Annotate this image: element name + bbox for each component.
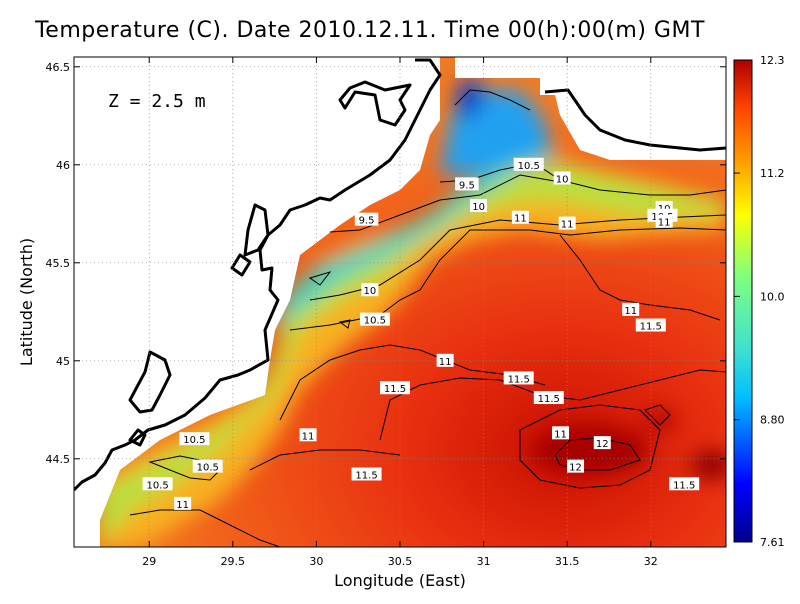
contour-label: 11 [658,218,671,229]
contour-label-bg [593,436,611,450]
contour-label-bg [503,371,534,385]
colorbar-tick-label: 12.3 [760,54,785,67]
contour-label-bg [567,459,585,473]
y-tick-label: 45 [56,355,70,368]
x-axis-title: Longitude (East) [334,571,466,590]
contour-label: 11 [561,220,574,231]
y-tick-label: 45.5 [46,257,71,270]
contour-label-bg [553,171,571,185]
contour-label: 11.5 [384,384,406,395]
contour-label: 10.5 [146,480,168,491]
contour-label: 10.5 [197,463,219,474]
contour-label: 11 [554,429,567,440]
contour-label-bg [455,177,479,191]
contour-label: 12 [569,463,582,474]
y-tick-label: 46 [56,159,70,172]
contour-label: 10.5 [183,435,205,446]
contour-label-bg [551,426,569,440]
x-tick-label: 29 [142,555,156,568]
colorbar-tick-label: 7.61 [760,536,785,549]
contour-label-bg [635,318,666,332]
contour-label: 9.5 [459,180,475,191]
contour-label: 11.5 [673,480,695,491]
contour-label: 11.5 [640,322,662,333]
colorbar-ticks: 12.3 11.2 10.0 8.80 7.61 [734,54,785,549]
y-axis: 44.5 45 45.5 46 46.5 [46,61,726,466]
colorbar-tick-label: 11.2 [760,167,785,180]
contour-label: 10 [556,175,569,186]
contour-label: 10 [472,202,485,213]
contour-label: 11 [176,500,189,511]
contour-label: 11.5 [508,374,530,385]
contour-label: 11 [624,306,637,317]
y-tick-label: 46.5 [46,61,71,74]
coastline [74,58,726,492]
contour-label-bg [354,212,379,226]
x-axis: 29 29.5 30 30.5 31 31.5 32 [142,57,658,568]
y-tick-label: 44.5 [46,453,71,466]
contour-label-bg [513,157,544,171]
contour-label: 11.5 [538,394,560,405]
contour-label: 11 [439,357,452,368]
x-tick-label: 30.5 [388,555,413,568]
contour-label-bg [299,428,317,442]
x-tick-label: 32 [644,555,658,568]
colorbar-tick-label: 10.0 [760,290,785,303]
x-tick-label: 31 [477,555,491,568]
contour-labels: 9.510.51010119.5111010.5111010.51111.511… [142,157,700,511]
contour-label: 12 [596,439,609,450]
y-axis-title: Latitude (North) [17,238,36,366]
contour-label-bg [669,477,700,491]
contour-label-bg [470,198,488,212]
contour-label-bg [179,432,210,446]
contour-label-bg [436,353,454,367]
contour-label: 11.5 [355,470,377,481]
contour-label-bg [351,467,382,481]
contour-label-bg [142,477,173,491]
contour-label: 10.5 [364,316,386,327]
colorbar-tick-label: 8.80 [760,414,785,427]
contour-label-bg [511,210,529,224]
x-tick-label: 30 [309,555,323,568]
depth-label: Z = 2.5 m [108,91,206,112]
contour-label-bg [174,496,192,510]
x-tick-label: 31.5 [555,555,580,568]
contour-label-bg [622,302,640,316]
contour-label-bg [558,216,576,230]
contour-lines [129,89,726,547]
colorbar [733,59,753,543]
contour-label-bg [655,214,673,228]
contour-label-bg [359,312,390,326]
contour-label-bg [533,391,564,405]
contour-label-bg [192,459,223,473]
contour-label: 10.5 [518,161,540,172]
chart-title: Temperature (C). Date 2010.12.11. Time 0… [35,18,705,43]
contour-label-bg [361,283,379,297]
contour-label: 9.5 [359,216,375,227]
x-tick-label: 29.5 [221,555,246,568]
contour-label: 11 [514,214,527,225]
contour-label: 11 [302,431,315,442]
contour-label: 10 [364,286,377,297]
contour-label-bg [379,381,410,395]
